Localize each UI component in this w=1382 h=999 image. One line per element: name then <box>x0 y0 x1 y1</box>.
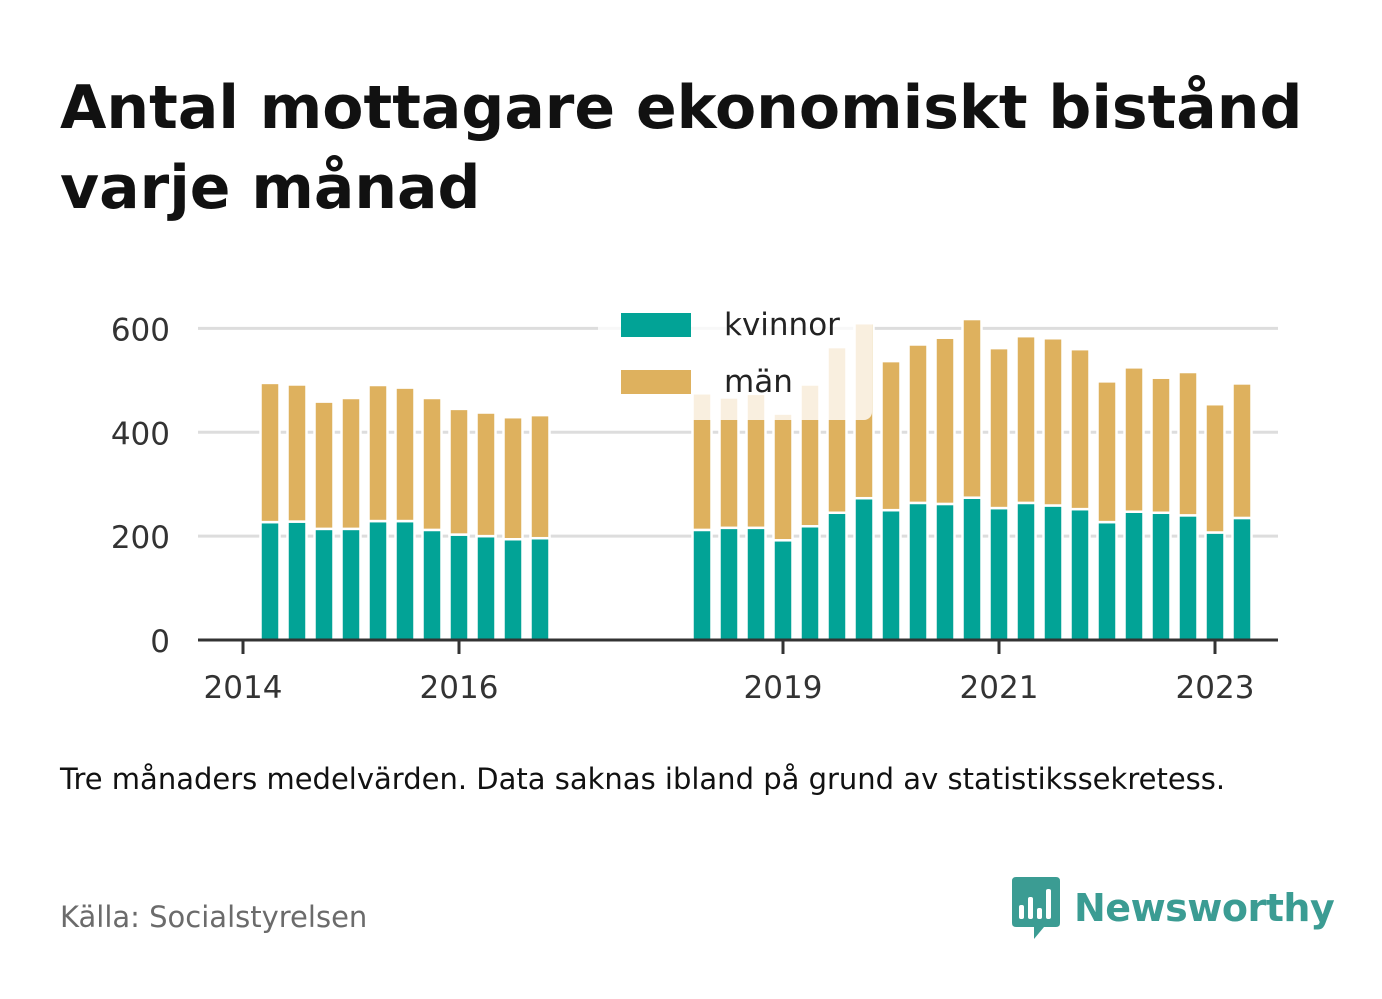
bar-kvinnor <box>286 520 308 642</box>
bar-kvinnor <box>1123 510 1145 642</box>
bar-kvinnor <box>799 525 821 642</box>
bar-kvinnor <box>502 537 524 642</box>
bar-kvinnor <box>934 502 956 642</box>
legend: kvinnor män <box>598 296 872 420</box>
bar-man <box>1150 376 1172 515</box>
brand-name: Newsworthy <box>1074 886 1335 930</box>
bar-man <box>1069 347 1091 511</box>
bar-man <box>448 407 470 536</box>
bar-kvinnor <box>394 519 416 642</box>
y-tick-label: 400 <box>111 416 170 452</box>
legend-label-kvinnor: kvinnor <box>724 307 840 343</box>
newsworthy-logo-icon <box>1012 877 1060 939</box>
bar-man <box>1231 382 1253 520</box>
legend-swatch-man <box>621 370 691 394</box>
bar-man <box>1123 366 1145 513</box>
bar-man <box>1015 334 1037 505</box>
bar-kvinnor <box>1096 520 1118 642</box>
bar-kvinnor <box>1069 507 1091 642</box>
bar-man <box>502 415 524 541</box>
bar-kvinnor <box>907 501 929 642</box>
bar-man <box>1096 380 1118 524</box>
bar-kvinnor <box>1150 511 1172 642</box>
chart: 0 200 400 600 2014 2016 2019 2021 2023 kvinnor … <box>110 296 1278 706</box>
bar-kvinnor <box>1204 531 1226 642</box>
bar-kvinnor <box>718 526 740 642</box>
bar-kvinnor <box>259 520 281 642</box>
bar-kvinnor <box>826 511 848 642</box>
bar-kvinnor <box>1177 514 1199 642</box>
x-tick-label: 2014 <box>204 670 283 706</box>
bar-kvinnor <box>853 496 875 642</box>
source-credit: Källa: Socialstyrelsen <box>60 900 368 934</box>
bar-man <box>961 317 983 499</box>
bar-man <box>907 343 929 505</box>
bar-man <box>934 336 956 506</box>
bar-man <box>529 413 551 540</box>
bar-man <box>880 359 902 512</box>
bar-kvinnor <box>448 533 470 642</box>
y-axis-ticks: 0 200 400 600 <box>111 312 170 660</box>
bar-man <box>313 400 335 531</box>
bar-kvinnor <box>340 527 362 642</box>
bar-kvinnor <box>313 527 335 642</box>
y-tick-label: 600 <box>111 312 170 348</box>
bar-man <box>988 346 1010 510</box>
bar-man <box>772 412 794 542</box>
bar-man <box>340 396 362 531</box>
bar-kvinnor <box>961 496 983 642</box>
bar-kvinnor <box>367 519 389 642</box>
x-tick-label: 2023 <box>1176 670 1255 706</box>
chart-title: Antal mottagare ekonomiskt bistånd varje… <box>60 73 1303 223</box>
x-tick-label: 2016 <box>420 670 499 706</box>
bar-kvinnor <box>529 536 551 642</box>
bar-man <box>1204 402 1226 534</box>
bar-kvinnor <box>772 539 794 642</box>
bar-kvinnor <box>745 526 767 642</box>
bar-man <box>475 411 497 538</box>
bar-kvinnor <box>475 534 497 642</box>
bar-man <box>259 381 281 524</box>
bar-kvinnor <box>1015 501 1037 642</box>
y-tick-label: 200 <box>111 520 170 556</box>
bar-kvinnor <box>880 508 902 642</box>
bar-man <box>394 386 416 523</box>
x-tick-label: 2021 <box>960 670 1039 706</box>
y-tick-label: 0 <box>150 624 170 660</box>
bar-man <box>286 383 308 523</box>
bar-kvinnor <box>691 528 713 642</box>
legend-swatch-kvinnor <box>621 313 691 337</box>
bar-man <box>421 396 443 532</box>
bar-kvinnor <box>988 506 1010 642</box>
bar-kvinnor <box>1231 516 1253 642</box>
x-tick-label: 2019 <box>744 670 823 706</box>
bar-kvinnor <box>1042 504 1064 642</box>
brand-logo[interactable]: Newsworthy <box>1010 876 1335 940</box>
chart-note: Tre månaders medelvärden. Data saknas ib… <box>60 762 1226 796</box>
bar-man <box>1042 337 1064 507</box>
bar-kvinnor <box>421 528 443 642</box>
x-axis-ticks: 2014 2016 2019 2021 2023 <box>204 640 1255 706</box>
bar-man <box>1177 370 1199 517</box>
legend-label-man: män <box>724 364 793 400</box>
bar-man <box>367 383 389 523</box>
